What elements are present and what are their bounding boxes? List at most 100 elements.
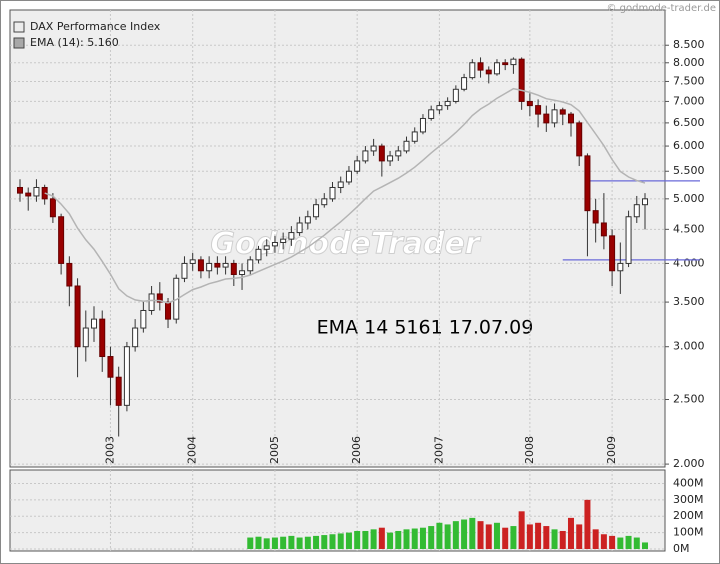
x-tick-label: 2005 [268,436,281,464]
candle-body [222,262,229,268]
candle-body [288,232,295,240]
candle-body [33,186,40,197]
candle-body [132,327,139,348]
volume-bar [411,528,418,549]
volume-bar [452,521,459,549]
candle-body [197,259,204,272]
volume-bar [567,517,574,549]
candle-body [123,346,130,406]
volume-bar [518,511,525,549]
volume-bar [600,534,607,549]
candle-body [617,262,624,272]
candle-body [477,62,484,71]
candle-body [592,210,599,224]
volume-panel [9,469,666,552]
volume-bar [362,530,369,549]
candle-body [559,109,566,115]
candle-body [362,150,369,162]
candle-body [49,198,56,218]
volume-bar [559,530,566,549]
candle-body [642,198,648,206]
volume-bar [354,530,361,549]
candle-body [280,238,287,243]
candle-body [304,216,311,224]
volume-bar [247,537,254,549]
candle-body [91,318,98,329]
x-tick-label: 2007 [432,436,445,464]
y-tick-label: 100M [673,526,704,539]
volume-bar [370,529,377,549]
candle-body [296,222,303,234]
y-tick-label: 4.000 [673,256,705,269]
y-tick-label: 3.000 [673,340,705,353]
y-tick-label: 2.000 [673,457,705,470]
volume-bar [345,532,352,549]
plot-layer: 2.000 2.500 3.000 3.500 4.000 4.500 5.000 5.500… [10,10,705,555]
y-tick-label: 6.000 [673,139,705,152]
ema-line [44,87,646,304]
candle-body [461,77,468,90]
candle-body [181,262,188,279]
y-tick-label: 400M [673,476,704,489]
candle-body [354,160,361,172]
volume-bar [395,530,402,549]
volume-bar [510,526,517,549]
candle-body [370,145,377,152]
x-tick-label: 2008 [523,436,536,464]
volume-bar [436,522,443,549]
x-tick-label: 2009 [605,436,618,464]
candle-body [633,204,640,218]
candle-body [140,309,147,329]
candle-body [469,62,476,79]
candle-body [600,222,607,237]
candle-body [535,105,542,115]
candle-body [625,216,632,264]
y-tick-label: 200M [673,509,704,522]
candle-body [543,113,550,124]
candle-body [485,69,492,75]
y-tick-label: 0M [673,542,690,555]
watermark: GodmodeTrader [210,227,481,262]
candle-body [518,58,525,102]
volume-bar [469,517,476,549]
candle-body [551,109,558,124]
volume-bar [444,524,451,549]
candle-body [17,186,23,194]
volume-bar [313,535,320,549]
candle-body [99,318,106,358]
volume-bar [321,535,328,549]
y-tick-label: 6.500 [673,116,705,129]
candle-body [403,140,410,152]
candle-body [66,262,73,287]
candle-body [82,327,89,348]
volume-bar [461,519,468,549]
candle-body [263,245,270,250]
candle-body [156,293,163,303]
candle-body [510,58,517,66]
volume-bar [296,537,303,549]
legend-swatch [13,21,25,33]
candle-body [41,186,48,200]
volume-bar [617,537,624,549]
y-tick-label: 5.000 [673,192,705,205]
candle-body [230,262,237,275]
y-tick-label: 300M [673,493,704,506]
candle-body [584,155,591,212]
candle-body [337,181,344,188]
y-tick-label: 4.500 [673,222,705,235]
candle-body [74,285,81,348]
candle-body [58,216,65,264]
candle-body [419,117,426,133]
volume-bar [428,526,435,549]
volume-bar [609,535,616,549]
candle-body [214,262,221,268]
legend-entry: DAX Performance Index [30,20,161,33]
volume-bar [493,522,500,549]
candle-body [387,155,394,162]
legend-entry: EMA (14): 5.160 [30,36,119,49]
volume-bar [403,529,410,549]
candle-body [329,186,336,200]
candle-body [25,192,32,197]
volume-bar [280,536,287,549]
candle-body [239,270,246,275]
